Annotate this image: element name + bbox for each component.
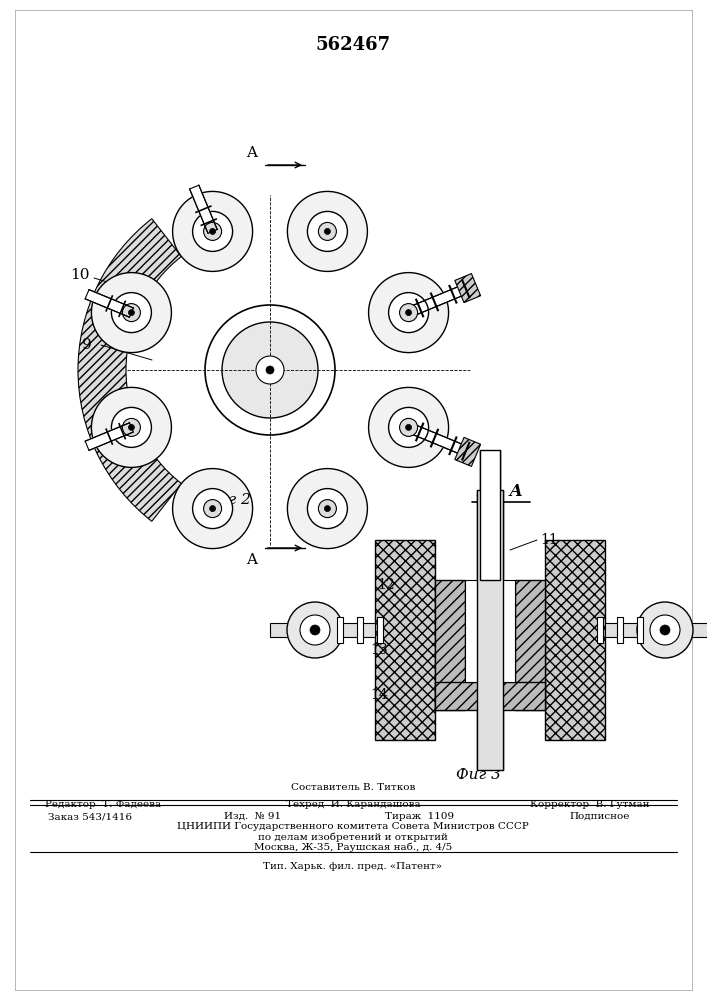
Polygon shape [455,274,481,303]
Circle shape [318,500,337,518]
Circle shape [406,424,411,430]
Bar [597,617,603,643]
Circle shape [287,602,343,658]
Polygon shape [455,437,481,466]
Bar [605,623,707,637]
Text: Тип. Харьк. фил. пред. «Патент»: Тип. Харьк. фил. пред. «Патент» [264,862,443,871]
Text: Москва, Ж-35, Раушская наб., д. 4/5: Москва, Ж-35, Раушская наб., д. 4/5 [254,842,452,852]
Text: Фиг 3: Фиг 3 [455,768,501,782]
Text: 10: 10 [70,268,90,282]
Text: Составитель В. Титков: Составитель В. Титков [291,784,415,792]
Text: A – A: A – A [477,483,522,500]
Circle shape [389,293,428,333]
Text: Техред  И. Карандашова: Техред И. Карандашова [286,800,421,809]
Circle shape [389,407,428,447]
Bar [515,580,545,710]
Circle shape [256,356,284,384]
Text: A: A [247,146,257,160]
Circle shape [192,211,233,251]
Bar [357,617,363,643]
Bar [617,617,623,643]
Text: 12: 12 [378,578,395,592]
Circle shape [205,305,335,435]
Text: по делам изобретений и открытий: по делам изобретений и открытий [258,832,448,842]
Circle shape [91,273,171,353]
Circle shape [266,366,274,374]
Text: Изд.  № 91: Изд. № 91 [224,812,281,821]
Circle shape [368,273,448,353]
Bar [270,623,375,637]
Text: Подписное: Подписное [570,812,630,821]
Text: ЦНИИПИ Государственного комитета Совета Министров СССР: ЦНИИПИ Государственного комитета Совета … [177,822,529,831]
Circle shape [192,489,233,529]
Circle shape [637,602,693,658]
Polygon shape [407,281,475,317]
Text: Тираж  1109: Тираж 1109 [385,812,455,821]
Circle shape [660,625,670,635]
Circle shape [173,469,252,549]
Bar [337,617,343,643]
Text: Заказ 543/1416: Заказ 543/1416 [48,812,132,821]
Polygon shape [189,185,217,233]
Text: 13: 13 [370,643,388,657]
Circle shape [209,228,216,234]
Circle shape [406,310,411,316]
Bar [637,617,643,643]
Bar [377,617,383,643]
Bar [480,450,500,580]
Circle shape [300,615,330,645]
Circle shape [122,418,141,436]
Bar [465,580,515,682]
Bar [375,540,435,740]
Text: 14: 14 [370,688,388,702]
Circle shape [308,211,347,251]
Bar [477,490,503,770]
Circle shape [650,615,680,645]
Circle shape [129,424,134,430]
Circle shape [368,387,448,467]
Polygon shape [407,423,475,459]
Text: 9: 9 [82,338,92,352]
Text: 11: 11 [540,533,558,547]
Circle shape [399,304,418,322]
Polygon shape [85,423,134,450]
Circle shape [112,407,151,447]
Circle shape [399,418,418,436]
Circle shape [204,500,221,518]
Circle shape [222,322,318,418]
Circle shape [325,228,330,234]
Bar [435,580,465,710]
Wedge shape [78,219,181,521]
Circle shape [112,293,151,333]
Polygon shape [85,290,134,317]
Text: A: A [247,553,257,567]
Circle shape [325,506,330,512]
Bar [545,540,605,740]
Circle shape [310,625,320,635]
Circle shape [308,489,347,529]
Circle shape [288,469,368,549]
Text: Фиг 2: Фиг 2 [206,493,250,507]
Circle shape [173,191,252,271]
Circle shape [288,191,368,271]
Circle shape [204,222,221,240]
Text: Корректор  В. Гутман: Корректор В. Гутман [530,800,650,809]
Circle shape [91,387,171,467]
Circle shape [122,304,141,322]
Circle shape [129,310,134,316]
Text: Редактор  Т. Фадеева: Редактор Т. Фадеева [45,800,161,809]
Circle shape [318,222,337,240]
Circle shape [209,506,216,512]
Text: 562467: 562467 [315,36,390,54]
Bar [435,682,545,710]
